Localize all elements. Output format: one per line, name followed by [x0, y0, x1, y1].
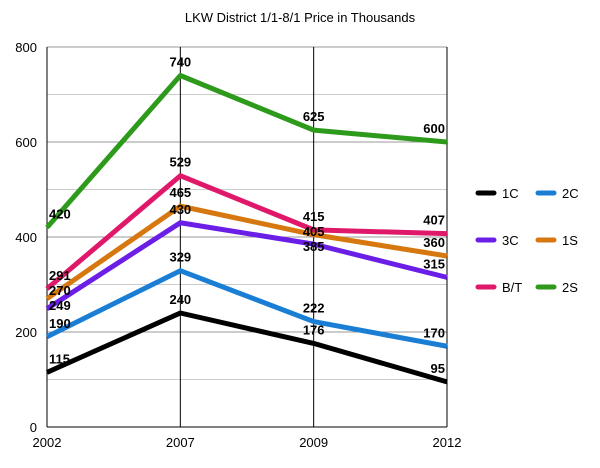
y-tick-label: 200	[15, 325, 37, 340]
data-label: 315	[423, 256, 445, 271]
y-tick-label: 800	[15, 40, 37, 55]
y-tick-label: 600	[15, 135, 37, 150]
series-line-3c	[45, 220, 448, 311]
data-label: 405	[303, 224, 325, 239]
data-label: 170	[423, 325, 445, 340]
chart-title: LKW District 1/1-8/1 Price in Thousands	[185, 10, 416, 25]
data-label: 420	[49, 207, 71, 222]
data-label: 249	[49, 298, 71, 313]
y-tick-label: 400	[15, 230, 37, 245]
data-label: 190	[49, 316, 71, 331]
x-tick-label: 2007	[166, 435, 195, 450]
y-tick-label: 0	[30, 420, 37, 435]
data-label: 270	[49, 283, 71, 298]
x-tick-label: 2012	[433, 435, 462, 450]
series-line-1c	[45, 310, 448, 385]
legend-label: 2C	[562, 186, 579, 201]
series-line-1s	[45, 203, 448, 301]
data-label: 430	[169, 202, 191, 217]
data-label: 600	[423, 121, 445, 136]
data-label: 740	[169, 55, 191, 70]
x-tick-label: 2009	[299, 435, 328, 450]
data-label: 465	[169, 185, 191, 200]
x-tick-label: 2002	[33, 435, 62, 450]
data-label: 176	[303, 322, 325, 337]
legend-label: B/T	[502, 280, 522, 295]
series-line-2s	[45, 73, 448, 230]
legend-label: 1S	[562, 233, 578, 248]
data-label: 360	[423, 235, 445, 250]
data-label: 240	[169, 292, 191, 307]
data-label: 95	[431, 361, 445, 376]
data-label: 115	[49, 351, 70, 366]
data-label: 329	[169, 250, 191, 265]
data-label: 529	[169, 155, 191, 170]
data-label: 415	[303, 209, 325, 224]
series-line-bt	[45, 173, 448, 291]
data-label: 407	[423, 213, 445, 228]
series-line-2c	[45, 268, 448, 349]
data-label: 222	[303, 301, 325, 316]
legend-label: 1C	[502, 186, 519, 201]
legend-label: 3C	[502, 233, 519, 248]
data-label: 625	[303, 109, 325, 124]
data-label: 291	[49, 268, 71, 283]
data-label: 385	[303, 239, 325, 254]
legend-label: 2S	[562, 280, 578, 295]
